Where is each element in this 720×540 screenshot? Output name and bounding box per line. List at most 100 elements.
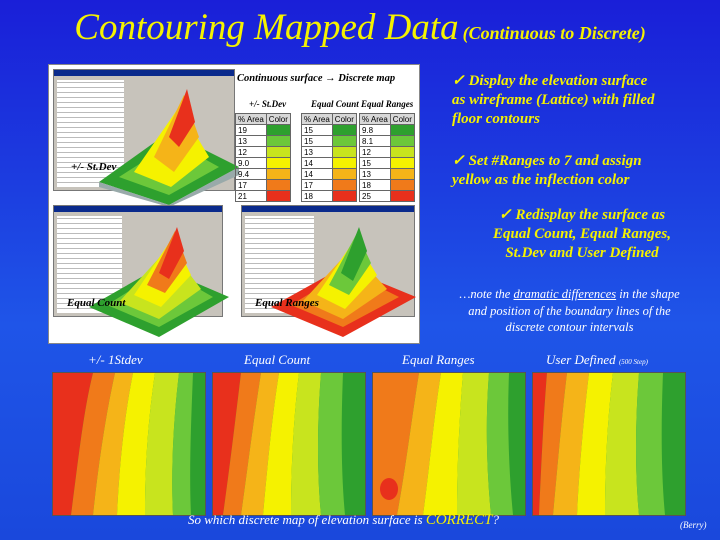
legend-color-swatch	[331, 146, 357, 158]
legend-color-swatch	[265, 124, 291, 136]
legend-area-value: 17	[235, 179, 267, 191]
legend-table-equal-count: % Area Color 15 15 13 14 14 17 18	[301, 113, 357, 202]
legend-row: 12	[359, 146, 415, 158]
slide-title: Contouring Mapped Data (Continuous to Di…	[0, 6, 720, 49]
software-window-bottom-left	[53, 205, 223, 317]
map-equal-count	[212, 372, 366, 516]
legend-color-swatch	[331, 190, 357, 202]
legend-color-swatch	[331, 179, 357, 191]
legend-row: 17	[301, 179, 357, 191]
legend-color-swatch	[389, 135, 415, 147]
legend-area-value: 13	[235, 135, 267, 147]
bottom-question: So which discrete map of elevation surfa…	[188, 512, 499, 528]
legend-row: 8.1	[359, 135, 415, 147]
legend-row: 13	[235, 135, 291, 147]
title-main: Contouring Mapped Data	[74, 7, 459, 48]
bullet-3: ✓ Redisplay the surface as Equal Count, E…	[493, 207, 671, 261]
legend-rows-equal-ranges: 9.8 8.1 12 15 13 18 25	[359, 124, 415, 202]
question-emphasis: CORRECT	[425, 512, 493, 528]
legend-row: 13	[359, 168, 415, 180]
panel-label-equal-ranges: Equal Ranges	[255, 297, 319, 309]
map-stdev	[52, 372, 206, 516]
check-icon: ✓	[498, 207, 512, 223]
legend-color-swatch	[265, 146, 291, 158]
map-label-stdev: +/- 1Stdev	[88, 352, 143, 367]
legend-row: 9.8	[359, 124, 415, 136]
legend-row: 15	[359, 157, 415, 169]
credit: (Berry)	[680, 520, 707, 530]
legend-area-value: 13	[359, 168, 391, 180]
legend-area-value: 18	[301, 190, 333, 202]
legend-color-swatch	[265, 168, 291, 180]
legend-row: 18	[301, 190, 357, 202]
title-subtitle: (Continuous to Discrete)	[462, 23, 646, 43]
legend-row: 21	[235, 190, 291, 202]
note-emphasis: dramatic differences	[513, 287, 617, 301]
legend-area-value: 18	[359, 179, 391, 191]
legend-row: 18	[359, 179, 415, 191]
legend-row: 17	[235, 179, 291, 191]
legend-row: 15	[301, 135, 357, 147]
legend-color-swatch	[331, 124, 357, 136]
composite-figure: +/- St.Dev Continuous surface → Discrete…	[48, 64, 420, 344]
legend-row: 14	[301, 157, 357, 169]
legend-area-value: 15	[301, 135, 333, 147]
legend-row: 19	[235, 124, 291, 136]
surface-stdev-plot	[99, 89, 239, 207]
legend-row: 9.4	[235, 168, 291, 180]
legend-color-swatch	[265, 135, 291, 147]
legend-area-value: 15	[359, 157, 391, 169]
legend-color-swatch	[331, 157, 357, 169]
bullet-2: ✓ Set #Ranges to 7 and assign yellow as t…	[452, 153, 642, 188]
legend-color-swatch	[389, 179, 415, 191]
map-label-user-defined: User Defined (500 Step)	[546, 352, 648, 367]
surface-equal-count-plot	[89, 227, 229, 337]
legend-color-swatch	[389, 124, 415, 136]
legend-area-value: 12	[359, 146, 391, 158]
legend-area-value: 21	[235, 190, 267, 202]
software-window-top	[53, 69, 235, 191]
legend-row: 15	[301, 124, 357, 136]
legend-table-equal-ranges: % Area Color 9.8 8.1 12 15 13 18 25	[359, 113, 415, 202]
legend-area-value: 14	[301, 157, 333, 169]
map-label-equal-count: Equal Count	[244, 352, 311, 367]
legend-area-value: 9.4	[235, 168, 267, 180]
legend-row: 25	[359, 190, 415, 202]
legend-color-swatch	[265, 190, 291, 202]
legend-color-swatch	[265, 179, 291, 191]
legend-area-value: 15	[301, 124, 333, 136]
legend-color-swatch	[331, 135, 357, 147]
bullet-1: ✓ Display the elevation surface as wirefr…	[452, 73, 655, 127]
legend-area-value: 13	[301, 146, 333, 158]
legend-row: 12	[235, 146, 291, 158]
map-label-equal-ranges: Equal Ranges	[402, 352, 475, 367]
legend-area-value: 12	[235, 146, 267, 158]
figure-col-equal-ranges: Equal Ranges	[361, 99, 414, 109]
legend-area-value: 19	[235, 124, 267, 136]
figure-header: Continuous surface → Discrete map	[237, 73, 396, 84]
legend-color-swatch	[265, 157, 291, 169]
figure-col-equal-count: Equal Count	[311, 99, 359, 109]
note-text: …note the dramatic differences in the sh…	[459, 287, 680, 334]
legend-row: 14	[301, 168, 357, 180]
legend-area-value: 8.1	[359, 135, 391, 147]
legend-rows-stdev: 19 13 12 9.0 9.4 17 21	[235, 124, 291, 202]
figure-col-stdev: +/- St.Dev	[249, 99, 287, 109]
legend-row: 9.0	[235, 157, 291, 169]
legend-area-value: 14	[301, 168, 333, 180]
legend-rows-equal-count: 15 15 13 14 14 17 18	[301, 124, 357, 202]
legend-color-swatch	[331, 168, 357, 180]
legend-area-value: 9.8	[359, 124, 391, 136]
legend-area-value: 9.0	[235, 157, 267, 169]
legend-table-stdev: % Area Color 19 13 12 9.0 9.4 17 21	[235, 113, 291, 202]
legend-color-swatch	[389, 146, 415, 158]
legend-row: 13	[301, 146, 357, 158]
map-user-defined	[532, 372, 686, 516]
panel-label-stdev: +/- St.Dev	[71, 161, 117, 173]
map-label-user-defined-note: (500 Step)	[618, 358, 648, 366]
map-equal-ranges	[372, 372, 526, 516]
panel-label-equal-count: Equal Count	[67, 297, 126, 309]
check-icon: ✓	[452, 73, 465, 89]
legend-color-swatch	[389, 157, 415, 169]
legend-color-swatch	[389, 168, 415, 180]
